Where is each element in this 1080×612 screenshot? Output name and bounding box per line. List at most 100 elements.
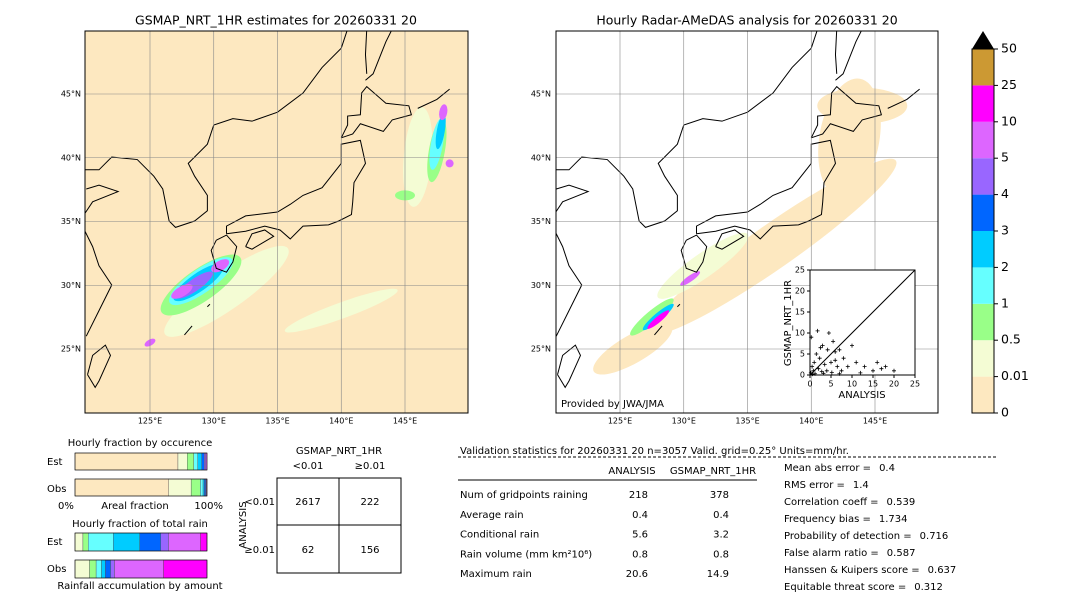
lon-label: 125°E <box>138 417 162 426</box>
scatter-point <box>810 364 815 369</box>
coastline <box>85 184 120 337</box>
coastline <box>715 229 745 250</box>
fraction-segment <box>110 559 115 579</box>
x-tick-label: 5 <box>828 380 833 389</box>
row-label: ≥0.01 <box>244 545 275 556</box>
stat-value: 0.4 <box>632 510 648 521</box>
scatter-point <box>831 339 836 344</box>
coastline <box>184 325 193 336</box>
rain-area <box>649 158 897 335</box>
scatter-point <box>850 343 854 348</box>
validation-header: Validation statistics for 20260331 20 n=… <box>460 446 849 457</box>
left-map-title: GSMAP_NRT_1HR estimates for 20260331 20 <box>135 13 417 28</box>
bar-frame <box>74 559 208 579</box>
y-tick-label: 25 <box>795 266 805 275</box>
coastline <box>226 139 367 240</box>
lon-label: 140°E <box>329 417 353 426</box>
x-tick-label: 10 <box>847 380 857 389</box>
scatter-point <box>862 364 867 369</box>
scatter-point <box>817 356 822 361</box>
y-tick-label: 15 <box>795 308 805 317</box>
column-header: ANALYSIS <box>608 466 655 477</box>
bar-frame <box>74 478 208 497</box>
y-tick-label: 5 <box>800 350 805 359</box>
right-map <box>556 31 938 413</box>
coastline <box>810 85 882 139</box>
scatter-point <box>818 345 823 350</box>
fraction-segment <box>163 559 208 579</box>
lat-label: 35°N <box>531 217 551 226</box>
colorbar-segment <box>972 303 994 341</box>
stat-label: Conditional rain <box>460 530 539 541</box>
axis-label: Areal fraction <box>101 501 168 512</box>
occurrence-title: Hourly fraction by occurence <box>68 438 212 449</box>
scatter-point <box>839 368 844 373</box>
fraction-segment <box>105 559 111 579</box>
rain-area <box>164 245 289 337</box>
score-value: 0.4 <box>879 463 895 474</box>
left-map <box>85 31 468 413</box>
scatter-point <box>892 368 896 373</box>
axis-label: 100% <box>194 501 223 512</box>
scatter-point <box>821 371 826 376</box>
score-value: 1.734 <box>879 514 908 525</box>
lat-label: 45°N <box>531 90 551 99</box>
scatter-point <box>809 335 814 340</box>
colorbar-label: 50 <box>1001 41 1017 56</box>
lat-label: 25°N <box>61 345 81 354</box>
scatter-point <box>816 366 821 371</box>
right-map-frame <box>555 30 939 414</box>
score-value: 0.637 <box>928 565 957 576</box>
coastline <box>364 31 368 74</box>
row-axis: ANALYSIS <box>238 501 249 548</box>
fraction-segment <box>114 559 164 579</box>
coastline <box>340 85 412 139</box>
coastline <box>245 229 275 250</box>
score-label: Frequency bias = <box>784 514 871 525</box>
scatter-point <box>835 364 840 369</box>
fraction-segment <box>160 532 169 552</box>
scatter-point <box>811 368 816 373</box>
row-label: Obs <box>47 484 66 495</box>
credit: Provided by JWA/JMA <box>561 399 664 410</box>
stat-value: 218 <box>629 490 648 501</box>
fraction-segment <box>186 452 194 471</box>
coastline <box>834 31 838 74</box>
right-map-title: Hourly Radar-AMeDAS analysis for 2026033… <box>596 13 897 28</box>
coastline <box>887 88 920 109</box>
row-label: <0.01 <box>244 497 275 508</box>
score-label: RMS error = <box>784 480 845 491</box>
column-header: GSMAP_NRT_1HR <box>670 466 756 477</box>
scatter-point <box>879 366 884 371</box>
score-label: Hanssen & Kuipers score = <box>784 565 920 576</box>
fraction-segment <box>74 478 169 497</box>
rain-area <box>647 310 670 329</box>
coastline <box>677 303 681 308</box>
lon-label: 135°E <box>265 417 289 426</box>
rain-area <box>657 232 749 299</box>
colorbar-label: 3 <box>1001 223 1009 238</box>
scatter-point <box>824 368 829 373</box>
colorbar-segment <box>972 85 994 122</box>
contingency-title: GSMAP_NRT_1HR <box>296 446 382 457</box>
coastline <box>207 303 211 308</box>
stat-label: Average rain <box>460 510 524 521</box>
scatter-point <box>871 368 875 373</box>
fraction-segment <box>139 532 161 552</box>
coastline <box>365 31 392 81</box>
x-tick-label: 20 <box>889 380 899 389</box>
axis-label: 0% <box>58 501 74 512</box>
x-axis-label: ANALYSIS <box>838 390 885 401</box>
stat-value: 0.8 <box>632 549 648 560</box>
lon-label: 130°E <box>672 417 696 426</box>
colorbar-segment <box>972 376 994 413</box>
lon-label: 140°E <box>799 417 823 426</box>
lat-label: 35°N <box>61 217 81 226</box>
coastline <box>835 31 862 81</box>
scatter-point <box>813 371 818 376</box>
lon-label: 135°E <box>735 417 759 426</box>
bar-frame <box>74 532 208 552</box>
colorbar-segment <box>972 231 994 268</box>
coastline <box>556 31 818 228</box>
amount-footer: Rainfall accumulation by amount <box>57 581 222 592</box>
